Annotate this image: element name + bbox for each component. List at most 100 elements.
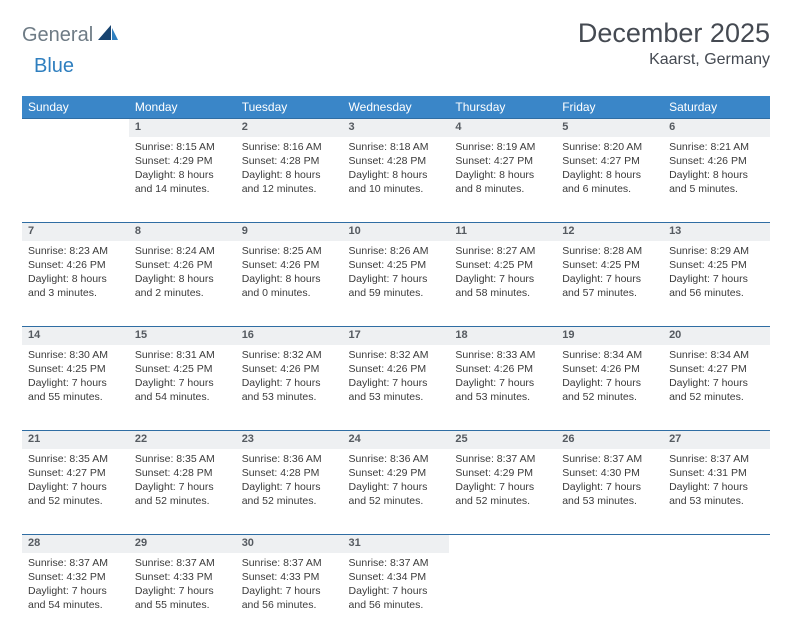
day-line: Daylight: 8 hours: [562, 168, 657, 182]
day-number: 11: [449, 223, 556, 241]
day-line: Sunset: 4:25 PM: [135, 362, 230, 376]
day-number: 3: [343, 119, 450, 137]
day-content-row: Sunrise: 8:37 AMSunset: 4:32 PMDaylight:…: [22, 553, 770, 639]
day-line: Daylight: 8 hours: [242, 168, 337, 182]
day-line: Sunrise: 8:34 AM: [669, 348, 764, 362]
day-line: Sunrise: 8:18 AM: [349, 140, 444, 154]
day-line: Sunrise: 8:32 AM: [242, 348, 337, 362]
day-line: and 53 minutes.: [242, 390, 337, 404]
brand-text-general: General: [22, 24, 93, 47]
day-number: 17: [343, 327, 450, 345]
day-number: 6: [663, 119, 770, 137]
day-cell: Sunrise: 8:30 AMSunset: 4:25 PMDaylight:…: [22, 345, 129, 431]
day-line: Daylight: 7 hours: [455, 480, 550, 494]
day-number-row: 21222324252627: [22, 431, 770, 449]
day-cell: Sunrise: 8:37 AMSunset: 4:31 PMDaylight:…: [663, 449, 770, 535]
day-cell: Sunrise: 8:23 AMSunset: 4:26 PMDaylight:…: [22, 241, 129, 327]
day-line: and 56 minutes.: [349, 598, 444, 612]
day-number: 26: [556, 431, 663, 449]
month-title: December 2025: [578, 18, 770, 49]
day-line: Sunset: 4:25 PM: [28, 362, 123, 376]
day-number: [663, 535, 770, 553]
day-number: 2: [236, 119, 343, 137]
day-line: Sunset: 4:25 PM: [455, 258, 550, 272]
day-line: Daylight: 8 hours: [349, 168, 444, 182]
dow-header: Thursday: [449, 96, 556, 119]
day-line: Daylight: 7 hours: [669, 272, 764, 286]
day-line: Sunset: 4:25 PM: [562, 258, 657, 272]
day-line: Sunrise: 8:27 AM: [455, 244, 550, 258]
day-line: Sunrise: 8:34 AM: [562, 348, 657, 362]
day-line: and 10 minutes.: [349, 182, 444, 196]
day-content-row: Sunrise: 8:35 AMSunset: 4:27 PMDaylight:…: [22, 449, 770, 535]
day-number: 18: [449, 327, 556, 345]
day-line: Daylight: 7 hours: [562, 480, 657, 494]
day-cell: Sunrise: 8:18 AMSunset: 4:28 PMDaylight:…: [343, 137, 450, 223]
day-cell: Sunrise: 8:20 AMSunset: 4:27 PMDaylight:…: [556, 137, 663, 223]
day-cell: Sunrise: 8:36 AMSunset: 4:29 PMDaylight:…: [343, 449, 450, 535]
day-line: and 53 minutes.: [455, 390, 550, 404]
day-line: Sunset: 4:27 PM: [28, 466, 123, 480]
day-cell: Sunrise: 8:37 AMSunset: 4:32 PMDaylight:…: [22, 553, 129, 639]
day-line: Sunrise: 8:37 AM: [135, 556, 230, 570]
day-cell: [556, 553, 663, 639]
day-number: [22, 119, 129, 137]
day-line: and 8 minutes.: [455, 182, 550, 196]
day-line: Daylight: 7 hours: [562, 272, 657, 286]
day-line: Sunrise: 8:20 AM: [562, 140, 657, 154]
day-number: 8: [129, 223, 236, 241]
brand-logo: General: [22, 24, 121, 47]
day-line: and 54 minutes.: [28, 598, 123, 612]
dow-header: Tuesday: [236, 96, 343, 119]
day-number: 28: [22, 535, 129, 553]
day-line: Sunset: 4:26 PM: [28, 258, 123, 272]
day-line: Sunrise: 8:37 AM: [562, 452, 657, 466]
day-line: and 2 minutes.: [135, 286, 230, 300]
day-number: 20: [663, 327, 770, 345]
day-line: Sunset: 4:33 PM: [135, 570, 230, 584]
day-line: Daylight: 7 hours: [28, 584, 123, 598]
day-cell: [22, 137, 129, 223]
day-number: 31: [343, 535, 450, 553]
day-cell: Sunrise: 8:16 AMSunset: 4:28 PMDaylight:…: [236, 137, 343, 223]
day-line: Daylight: 7 hours: [669, 376, 764, 390]
day-number: 10: [343, 223, 450, 241]
day-line: Sunset: 4:27 PM: [562, 154, 657, 168]
day-number: 14: [22, 327, 129, 345]
dow-header: Saturday: [663, 96, 770, 119]
day-cell: Sunrise: 8:28 AMSunset: 4:25 PMDaylight:…: [556, 241, 663, 327]
day-number: 19: [556, 327, 663, 345]
day-line: Sunset: 4:27 PM: [455, 154, 550, 168]
day-line: Sunrise: 8:23 AM: [28, 244, 123, 258]
day-line: and 52 minutes.: [242, 494, 337, 508]
day-line: Sunrise: 8:16 AM: [242, 140, 337, 154]
dow-header: Sunday: [22, 96, 129, 119]
day-line: and 55 minutes.: [28, 390, 123, 404]
day-number: 13: [663, 223, 770, 241]
dow-header: Friday: [556, 96, 663, 119]
day-line: Sunrise: 8:29 AM: [669, 244, 764, 258]
day-number: 30: [236, 535, 343, 553]
day-cell: Sunrise: 8:27 AMSunset: 4:25 PMDaylight:…: [449, 241, 556, 327]
day-line: Daylight: 7 hours: [669, 480, 764, 494]
day-line: Sunrise: 8:24 AM: [135, 244, 230, 258]
day-line: Sunrise: 8:31 AM: [135, 348, 230, 362]
day-line: Daylight: 7 hours: [349, 272, 444, 286]
day-number: 25: [449, 431, 556, 449]
day-number: 9: [236, 223, 343, 241]
day-line: Sunrise: 8:15 AM: [135, 140, 230, 154]
day-line: and 55 minutes.: [135, 598, 230, 612]
day-line: Sunrise: 8:37 AM: [455, 452, 550, 466]
day-line: Daylight: 7 hours: [28, 376, 123, 390]
day-line: Daylight: 7 hours: [455, 272, 550, 286]
dow-header-row: SundayMondayTuesdayWednesdayThursdayFrid…: [22, 96, 770, 119]
day-cell: Sunrise: 8:35 AMSunset: 4:27 PMDaylight:…: [22, 449, 129, 535]
day-line: Daylight: 7 hours: [135, 480, 230, 494]
day-line: and 14 minutes.: [135, 182, 230, 196]
day-cell: Sunrise: 8:19 AMSunset: 4:27 PMDaylight:…: [449, 137, 556, 223]
day-line: Sunset: 4:26 PM: [669, 154, 764, 168]
day-number: 29: [129, 535, 236, 553]
day-number-row: 14151617181920: [22, 327, 770, 345]
day-line: and 58 minutes.: [455, 286, 550, 300]
day-line: and 53 minutes.: [349, 390, 444, 404]
